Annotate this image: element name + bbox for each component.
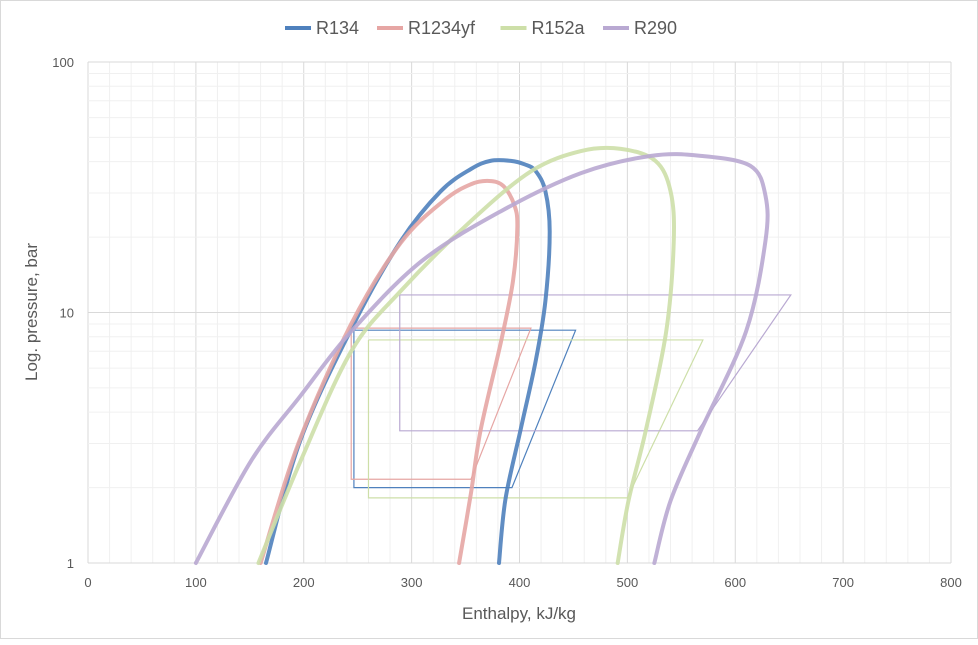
x-tick-label: 700 [832, 575, 854, 590]
grid [87, 61, 952, 564]
x-tick-label: 600 [724, 575, 746, 590]
x-tick-label: 800 [940, 575, 962, 590]
cycle-r134 [353, 329, 577, 489]
dome-r134 [263, 158, 552, 565]
legend-label-r1234yf: R1234yf [408, 18, 476, 38]
dome-r290 [193, 152, 770, 565]
legend-label-r152a: R152a [532, 18, 586, 38]
x-tick-label: 200 [293, 575, 315, 590]
y-axis-label: Log. pressure, bar [22, 243, 41, 381]
tick-labels: 0 100 200 300 400 500 600 700 800 1 10 100 [52, 55, 962, 590]
cycle-r290 [399, 294, 792, 432]
x-tick-label: 300 [401, 575, 423, 590]
legend: R134 R1234yf R152a R290 [285, 18, 677, 38]
y-tick-label: 100 [52, 55, 74, 70]
x-tick-label: 100 [185, 575, 207, 590]
saturation-domes [193, 145, 770, 565]
y-tick-label: 10 [60, 306, 74, 321]
x-tick-label: 500 [617, 575, 639, 590]
legend-label-r134: R134 [316, 18, 359, 38]
cycles [350, 294, 792, 499]
dome-r152a [256, 145, 676, 565]
x-tick-label: 0 [84, 575, 91, 590]
dome-r1234yf [258, 178, 520, 565]
legend-label-r290: R290 [634, 18, 677, 38]
x-axis-label: Enthalpy, kJ/kg [462, 604, 576, 623]
cycle-r1234yf [350, 327, 532, 480]
x-tick-label: 400 [509, 575, 531, 590]
y-tick-label: 1 [67, 556, 74, 571]
